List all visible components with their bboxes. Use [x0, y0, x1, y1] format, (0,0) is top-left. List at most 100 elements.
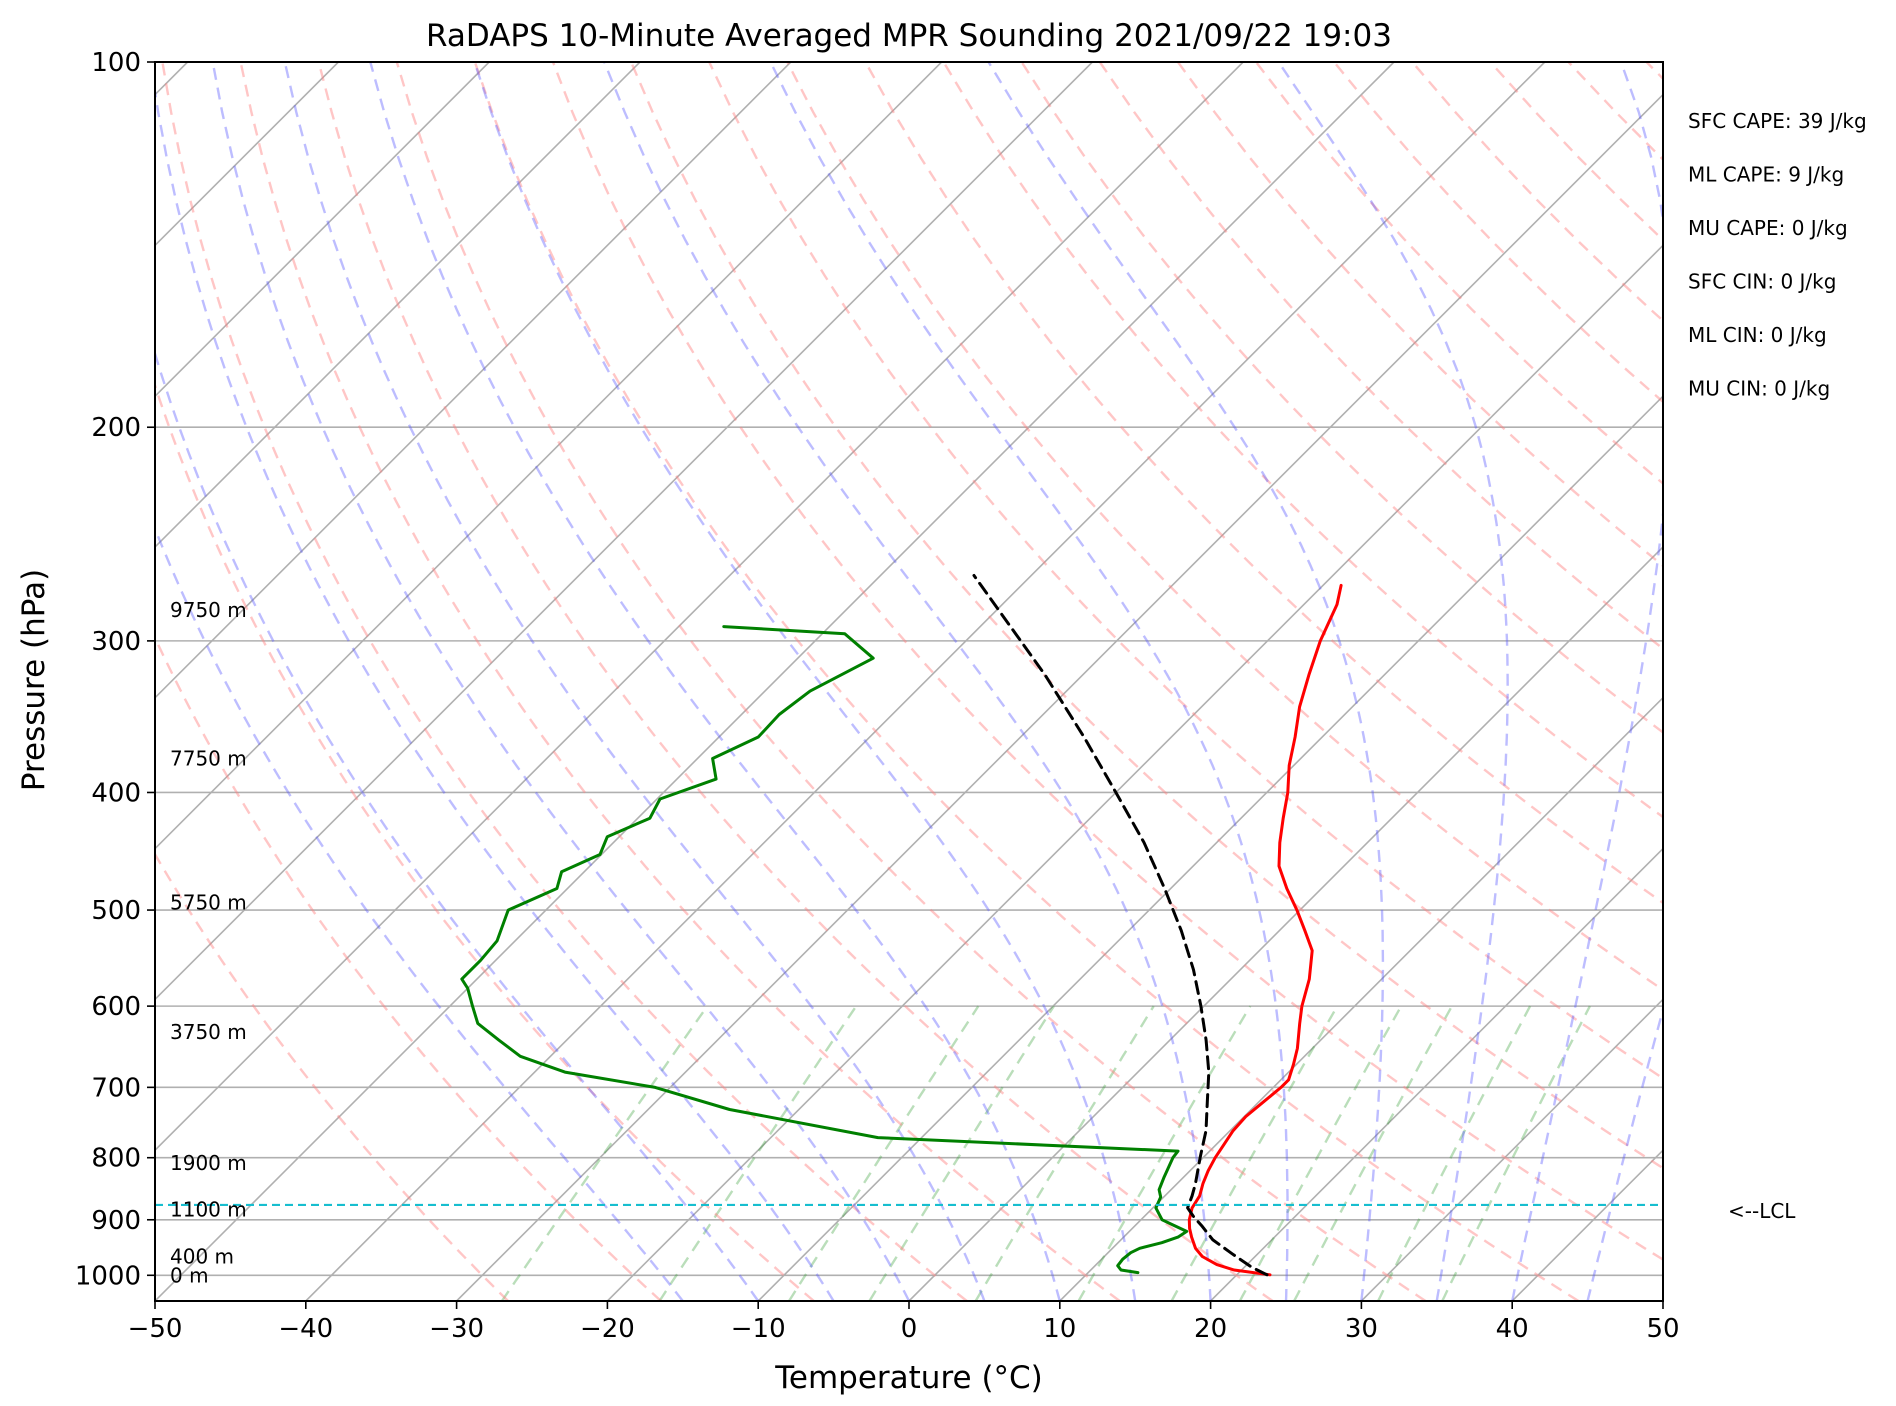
dry-adiabat: [708, 62, 1663, 1080]
isotherm-line: [1210, 847, 1663, 1301]
isotherm-line: [757, 395, 1663, 1301]
mixing-ratio-lines: [500, 1005, 1591, 1301]
isotherm-line: [1059, 696, 1663, 1301]
chart-title: RaDAPS 10-Minute Averaged MPR Sounding 2…: [426, 18, 1392, 54]
height-label: 3750 m: [170, 1020, 247, 1044]
x-tick-label: −50: [128, 1314, 183, 1344]
dry-adiabat: [1567, 62, 1663, 162]
dry-adiabat: [551, 62, 1663, 1261]
x-tick-label: 40: [1496, 1314, 1529, 1344]
x-tick-label: −30: [429, 1314, 484, 1344]
y-tick-label: 400: [91, 778, 141, 808]
stat-label: ML CAPE: 9 J/kg: [1688, 163, 1844, 187]
mixing-ratio-line: [1238, 1005, 1403, 1301]
stat-label: ML CIN: 0 J/kg: [1688, 323, 1827, 347]
isotherm-line: [456, 93, 1663, 1301]
isotherm-line: [606, 244, 1663, 1301]
dry-adiabat: [473, 62, 1580, 1301]
height-label: 7750 m: [170, 746, 247, 770]
dry-adiabat: [786, 62, 1663, 992]
mixing-ratio-line: [1170, 1005, 1339, 1301]
moist-adiabat: [1277, 62, 1509, 1301]
temperature-profile: [1187, 583, 1343, 1277]
moist-adiabat: [283, 62, 986, 1301]
y-tick-label: 1000: [75, 1261, 141, 1291]
mixing-ratio-line: [868, 1005, 1055, 1301]
dry-adiabat: [1411, 62, 1663, 323]
y-tick-label: 500: [91, 896, 141, 926]
isotherm-line: [155, 62, 1093, 1001]
y-tick-label: 100: [91, 48, 141, 78]
isotherm-line: [155, 62, 1244, 1152]
moist-adiabat: [1511, 62, 1663, 1301]
mixing-ratio-line: [1377, 1005, 1532, 1301]
dry-adiabat: [1725, 62, 1896, 1301]
stat-label: SFC CAPE: 39 J/kg: [1688, 109, 1867, 133]
dry-adiabat: [942, 62, 1663, 819]
dry-adiabat: [161, 62, 968, 1301]
dry-adiabat: [1020, 62, 1663, 734]
moist-adiabat: [603, 62, 1212, 1301]
background-grid: [155, 62, 1663, 1301]
dry-adiabat: [395, 62, 1427, 1301]
dry-adiabat-lines: [155, 62, 1896, 1301]
stat-label: MU CIN: 0 J/kg: [1688, 377, 1830, 401]
moist-adiabat: [155, 84, 835, 1301]
x-tick-label: 0: [901, 1314, 918, 1344]
dry-adiabat: [1333, 62, 1663, 404]
isotherm-line: [1360, 998, 1663, 1301]
moist-adiabat: [369, 62, 1061, 1301]
y-axis-ticks: 100 200 300 400 500 600 700 800 900 1000: [75, 48, 155, 1291]
moist-adiabat: [769, 62, 1289, 1301]
dry-adiabat: [1645, 62, 1663, 81]
x-tick-label: 30: [1345, 1314, 1378, 1344]
mixing-ratio-line: [500, 1005, 709, 1301]
parcel-profile: [972, 574, 1269, 1277]
dry-adiabat: [864, 62, 1663, 905]
isotherm-line: [908, 545, 1663, 1301]
height-label: 1900 m: [170, 1151, 247, 1175]
dry-adiabat: [155, 851, 509, 1301]
isotherm-line: [155, 62, 641, 549]
height-label: 0 m: [170, 1263, 209, 1287]
x-axis-ticks: −50 −40 −30 −20 −10 0 10 20 30 40 50: [128, 1301, 1680, 1344]
height-label: 400 m: [170, 1245, 234, 1269]
y-tick-label: 200: [91, 413, 141, 443]
x-tick-label: −20: [580, 1314, 635, 1344]
stat-label: MU CAPE: 0 J/kg: [1688, 216, 1848, 240]
x-tick-label: −40: [278, 1314, 333, 1344]
moist-adiabat: [987, 62, 1385, 1301]
mixing-ratio-line: [1441, 1005, 1591, 1301]
height-label: 5750 m: [170, 891, 247, 915]
x-tick-label: 10: [1043, 1314, 1076, 1344]
lcl-marker: <--LCL: [155, 1199, 1796, 1223]
isotherm-line: [1662, 1299, 1663, 1301]
dry-adiabat: [239, 62, 1121, 1301]
x-axis-title: Temperature (°C): [774, 1360, 1043, 1396]
dry-adiabat: [155, 381, 815, 1301]
isotherm-line: [155, 62, 490, 398]
height-label: 1100 m: [170, 1198, 247, 1222]
moist-adiabat: [155, 349, 760, 1301]
mixing-ratio-line: [1293, 1005, 1453, 1301]
x-tick-label: −10: [731, 1314, 786, 1344]
lcl-label: <--LCL: [1728, 1199, 1796, 1223]
sounding-series: [460, 574, 1343, 1277]
height-label: 9750 m: [170, 598, 247, 622]
moist-adiabat: [211, 62, 911, 1301]
moist-adiabat: [473, 62, 1137, 1301]
x-tick-label: 20: [1194, 1314, 1227, 1344]
dry-adiabat: [629, 62, 1663, 1170]
y-axis-title: Pressure (hPa): [16, 569, 52, 791]
isotherm-line: [1511, 1149, 1663, 1301]
y-tick-label: 900: [91, 1206, 141, 1236]
stat-label: SFC CIN: 0 J/kg: [1688, 270, 1836, 294]
mixing-ratio-line: [1077, 1005, 1252, 1301]
moist-adiabat: [1586, 1004, 1663, 1301]
mixing-ratio-line: [658, 1005, 858, 1301]
dry-adiabat: [317, 62, 1274, 1301]
isotherm-line: [305, 62, 1546, 1301]
moist-adiabat: [155, 525, 684, 1301]
